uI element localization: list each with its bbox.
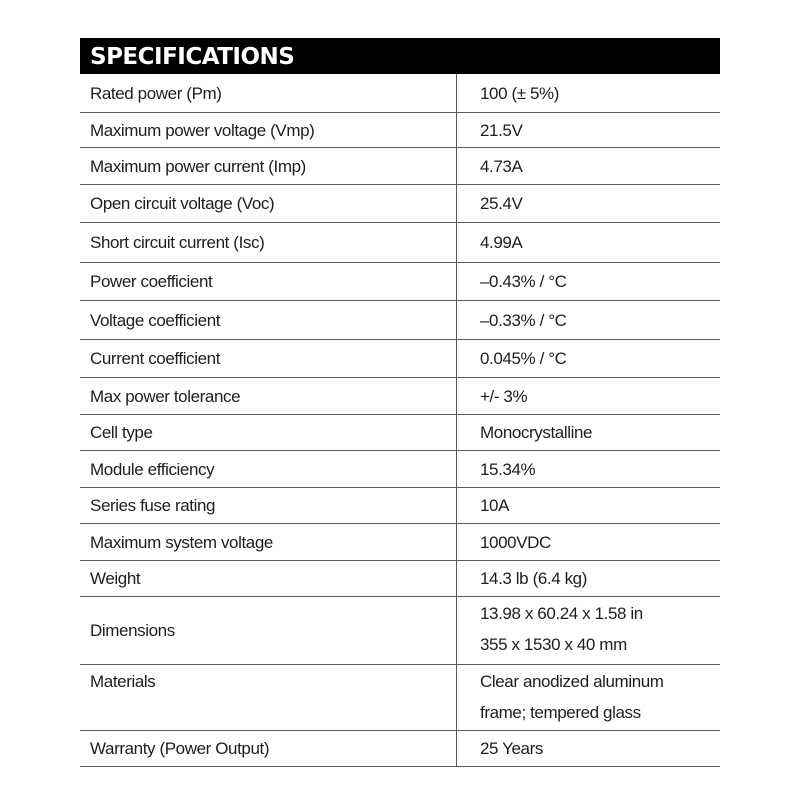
spec-value: –0.33% / °C — [480, 301, 710, 339]
table-row: Dimensions 13.98 x 60.24 x 1.58 in 355 x 1… — [80, 597, 720, 665]
column-divider — [456, 597, 457, 664]
column-divider — [456, 451, 457, 487]
spec-value: 25 Years — [480, 731, 710, 766]
column-divider — [456, 524, 457, 560]
table-body: Rated power (Pm) 100 (± 5%) Maximum power … — [80, 74, 720, 767]
spec-label: Power coefficient — [90, 272, 213, 291]
spec-label: Short circuit current (Isc) — [90, 233, 265, 252]
table-row: Warranty (Power Output) 25 Years — [80, 731, 720, 767]
column-divider — [456, 74, 457, 112]
spec-value-line: 355 x 1530 x 40 mm — [480, 635, 627, 654]
spec-value: 14.3 lb (6.4 kg) — [480, 561, 710, 596]
spec-label: Warranty (Power Output) — [90, 739, 270, 758]
spec-label: Maximum system voltage — [90, 533, 273, 552]
column-divider — [456, 263, 457, 300]
spec-value-line: 4.73A — [480, 157, 523, 176]
spec-value: 1000VDC — [480, 524, 710, 560]
column-divider — [456, 301, 457, 339]
spec-label: Module efficiency — [90, 460, 215, 479]
spec-value-line: 4.99A — [480, 233, 523, 252]
spec-value: Clear anodized aluminum frame; tempered g… — [480, 665, 710, 730]
spec-value-line: 1000VDC — [480, 533, 551, 552]
column-divider — [456, 561, 457, 596]
spec-value: 13.98 x 60.24 x 1.58 in 355 x 1530 x 40 m… — [480, 597, 710, 664]
spec-value: 10A — [480, 488, 710, 523]
spec-value: 4.73A — [480, 148, 710, 184]
table-row: Voltage coefficient –0.33% / °C — [80, 301, 720, 340]
spec-value-line: 0.045% / °C — [480, 349, 567, 368]
table-row: Current coefficient 0.045% / °C — [80, 340, 720, 378]
spec-label: Cell type — [90, 423, 153, 442]
column-divider — [456, 223, 457, 262]
spec-value-line: Monocrystalline — [480, 423, 593, 442]
spec-value-line: 25.4V — [480, 194, 523, 213]
spec-label: Rated power (Pm) — [90, 84, 222, 103]
spec-value-line: –0.33% / °C — [480, 311, 567, 330]
spec-value: 15.34% — [480, 451, 710, 487]
table-row: Open circuit voltage (Voc) 25.4V — [80, 185, 720, 223]
spec-value-line: frame; tempered glass — [480, 703, 641, 722]
spec-value-line: 100 (± 5%) — [480, 84, 560, 103]
spec-value-line: 25 Years — [480, 739, 543, 758]
spec-value: –0.43% / °C — [480, 263, 710, 300]
column-divider — [456, 148, 457, 184]
spec-value: 0.045% / °C — [480, 340, 710, 377]
spec-value: 100 (± 5%) — [480, 74, 710, 112]
column-divider — [456, 665, 457, 730]
spec-value: +/- 3% — [480, 378, 710, 414]
table-row: Maximum power voltage (Vmp) 21.5V — [80, 113, 720, 148]
spec-value-line: 14.3 lb (6.4 kg) — [480, 569, 587, 588]
spec-label: Maximum power voltage (Vmp) — [90, 121, 315, 140]
table-row: Weight 14.3 lb (6.4 kg) — [80, 561, 720, 597]
table-row: Series fuse rating 10A — [80, 488, 720, 524]
spec-label: Open circuit voltage (Voc) — [90, 194, 275, 213]
table-row: Short circuit current (Isc) 4.99A — [80, 223, 720, 263]
table-row: Maximum system voltage 1000VDC — [80, 524, 720, 561]
spec-label: Voltage coefficient — [90, 311, 221, 330]
spec-label: Maximum power current (Imp) — [90, 157, 306, 176]
table-row: Cell type Monocrystalline — [80, 415, 720, 451]
table-row: Materials Clear anodized aluminum frame; t… — [80, 665, 720, 731]
column-divider — [456, 488, 457, 523]
spec-value-line: +/- 3% — [480, 387, 528, 406]
spec-value-line: –0.43% / °C — [480, 272, 567, 291]
table-row: Module efficiency 15.34% — [80, 451, 720, 488]
spec-label: Series fuse rating — [90, 496, 216, 515]
spec-value-line: 13.98 x 60.24 x 1.58 in — [480, 604, 643, 623]
column-divider — [456, 415, 457, 450]
table-row: Max power tolerance +/- 3% — [80, 378, 720, 415]
spec-value: Monocrystalline — [480, 415, 710, 450]
spec-label: Dimensions — [90, 621, 175, 640]
table-row: Maximum power current (Imp) 4.73A — [80, 148, 720, 185]
spec-value-line: Clear anodized aluminum — [480, 672, 664, 691]
spec-value-line: 10A — [480, 496, 510, 515]
column-divider — [456, 340, 457, 377]
spec-label: Materials — [90, 672, 156, 691]
spec-value: 4.99A — [480, 223, 710, 262]
table-row: Power coefficient –0.43% / °C — [80, 263, 720, 301]
spec-label: Current coefficient — [90, 349, 221, 368]
column-divider — [456, 378, 457, 414]
spec-label: Weight — [90, 569, 141, 588]
column-divider — [456, 185, 457, 222]
spec-value-line: 21.5V — [480, 121, 523, 140]
table-row: Rated power (Pm) 100 (± 5%) — [80, 74, 720, 113]
spec-value: 25.4V — [480, 185, 710, 222]
table-title: SPECIFICATIONS — [80, 38, 720, 74]
specifications-table: SPECIFICATIONS Rated power (Pm) 100 (± 5%… — [80, 38, 720, 767]
column-divider — [456, 113, 457, 147]
spec-label: Max power tolerance — [90, 387, 241, 406]
spec-value: 21.5V — [480, 113, 710, 147]
column-divider — [456, 731, 457, 766]
spec-value-line: 15.34% — [480, 460, 536, 479]
